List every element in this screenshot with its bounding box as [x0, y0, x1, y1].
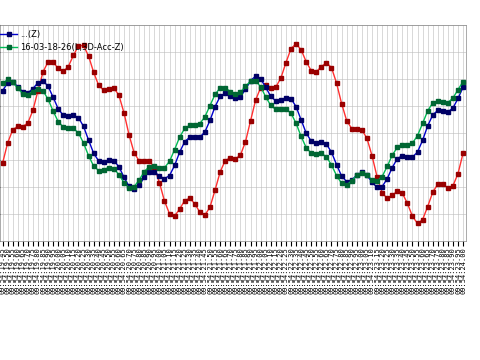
...(Z) [252, 74, 258, 78]
16-03-18-26(L,3D-Acc-Z) [283, 107, 289, 111]
16-03-18-26(L,3D-Acc-Z) [369, 177, 375, 182]
...(Z) [283, 95, 289, 100]
...(Z) [460, 85, 466, 89]
16-03-18-26(L,3D-Acc-Z) [395, 145, 400, 150]
...(Z) [374, 185, 380, 190]
16-03-18-26(L,3D-Acc-Z) [126, 186, 132, 190]
Legend: ...(Z), 16-03-18-26(L,3D-Acc-Z): ...(Z), 16-03-18-26(L,3D-Acc-Z) [0, 30, 125, 53]
16-03-18-26(L,3D-Acc-Z) [349, 179, 355, 183]
...(Z) [349, 178, 355, 182]
...(Z) [0, 89, 5, 93]
Line: ...(Z): ...(Z) [0, 74, 465, 191]
16-03-18-26(L,3D-Acc-Z) [5, 77, 11, 82]
...(Z) [369, 180, 375, 184]
...(Z) [131, 187, 137, 192]
Line: 16-03-18-26(L,3D-Acc-Z): 16-03-18-26(L,3D-Acc-Z) [0, 77, 465, 190]
16-03-18-26(L,3D-Acc-Z) [379, 175, 385, 179]
16-03-18-26(L,3D-Acc-Z) [460, 79, 466, 84]
16-03-18-26(L,3D-Acc-Z) [374, 179, 380, 183]
16-03-18-26(L,3D-Acc-Z) [0, 81, 5, 86]
...(Z) [379, 185, 385, 189]
...(Z) [395, 157, 400, 161]
